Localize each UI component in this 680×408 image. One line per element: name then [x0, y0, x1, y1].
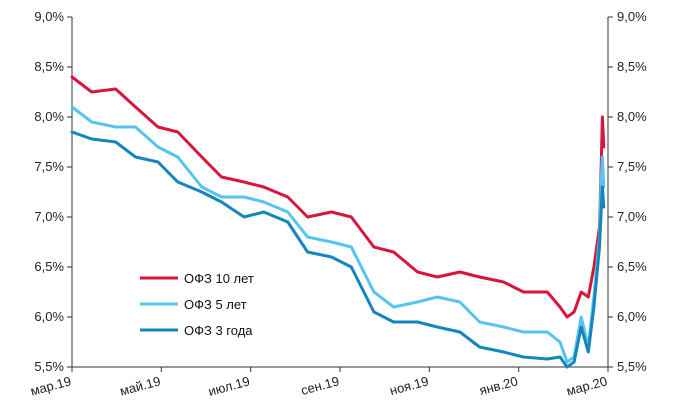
- y-tick-label-left: 9,0%: [34, 9, 64, 24]
- y-tick-label-right: 8,0%: [617, 109, 647, 124]
- y-tick-label-left: 8,5%: [34, 59, 64, 74]
- y-tick-label-right: 7,5%: [617, 159, 647, 174]
- x-tick-label: мар.19: [29, 373, 73, 398]
- x-tick-label: июл.19: [207, 373, 252, 398]
- legend-label: ОФЗ 5 лет: [184, 297, 247, 312]
- series-line-2: [70, 130, 606, 369]
- x-tick-label: май.19: [118, 373, 162, 398]
- series-line-1: [70, 105, 606, 364]
- series-lines: [70, 75, 606, 369]
- y-tick-label-right: 5,5%: [617, 359, 647, 374]
- y-tick-label-left: 7,5%: [34, 159, 64, 174]
- y-tick-label-left: 7,0%: [34, 209, 64, 224]
- y-tick-label-left: 6,5%: [34, 259, 64, 274]
- y-tick-label-right: 7,0%: [617, 209, 647, 224]
- legend-label: ОФЗ 10 лет: [184, 271, 254, 286]
- legend: ОФЗ 10 лет ОФЗ 5 лет ОФЗ 3 года: [140, 271, 254, 338]
- y-tick-label-right: 8,5%: [617, 59, 647, 74]
- legend-label: ОФЗ 3 года: [184, 323, 253, 338]
- y-tick-label-right: 6,5%: [617, 259, 647, 274]
- x-tick-label: мар.20: [565, 373, 609, 398]
- y-tick-label-left: 8,0%: [34, 109, 64, 124]
- y-tick-label-left: 6,0%: [34, 309, 64, 324]
- x-tick-label: сен.19: [299, 373, 341, 398]
- series-line-0: [70, 75, 606, 319]
- y-tick-label-right: 9,0%: [617, 9, 647, 24]
- axes: 9,0% 9,0% 8,5% 8,5% 8,0% 8,0% 7,5% 7,5% 7,0% 7,0%…: [29, 9, 647, 399]
- y-tick-label-right: 6,0%: [617, 309, 647, 324]
- y-tick-label-left: 5,5%: [34, 359, 64, 374]
- x-tick-label: янв.20: [478, 373, 520, 398]
- x-tick-label: ноя.19: [388, 373, 430, 398]
